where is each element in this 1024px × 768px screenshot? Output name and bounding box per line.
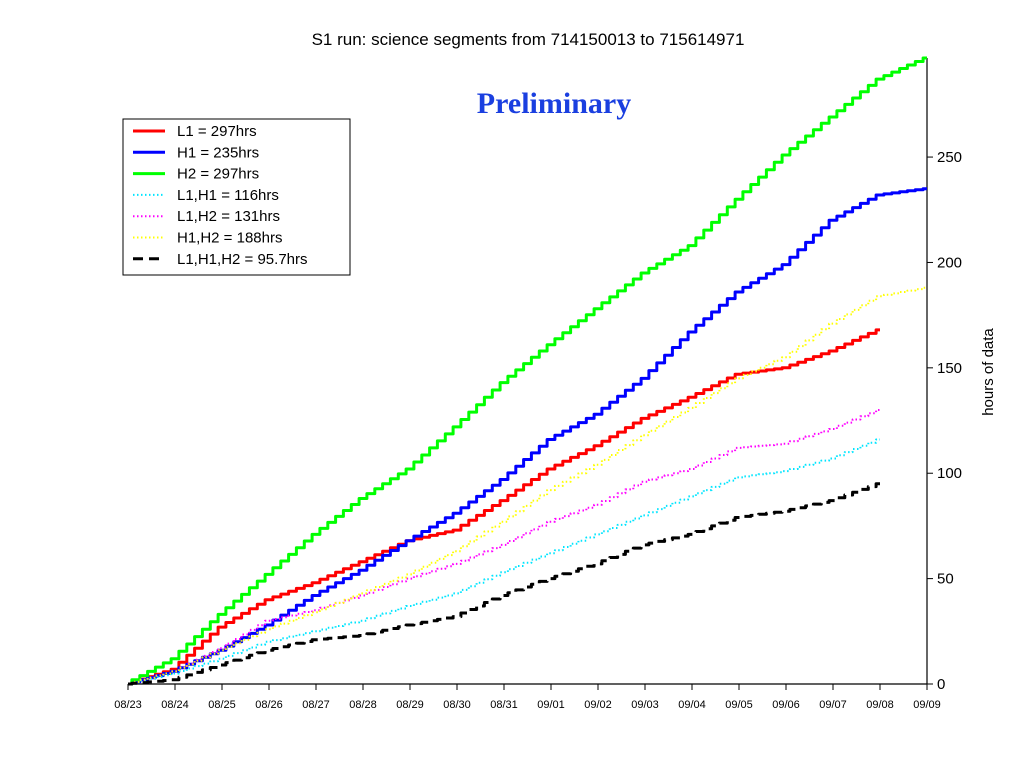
legend-label: L1,H1 = 116hrs bbox=[177, 187, 279, 204]
series-line bbox=[128, 328, 880, 686]
legend: L1 = 297hrs H1 = 235hrs H2 = 297hrs L1,H1 =… bbox=[122, 118, 351, 276]
x-tick-label: 09/07 bbox=[819, 699, 847, 711]
series-line bbox=[128, 187, 927, 686]
legend-box bbox=[122, 118, 351, 276]
legend-label: L1 = 297hrs bbox=[177, 123, 257, 140]
x-tick-label: 09/01 bbox=[537, 699, 565, 711]
x-tick-label: 08/27 bbox=[302, 699, 330, 711]
series-line bbox=[128, 286, 927, 685]
x-tick-label: 09/02 bbox=[584, 699, 612, 711]
x-tick-label: 08/24 bbox=[161, 699, 189, 711]
series-line bbox=[128, 438, 880, 685]
legend-label: H1 = 235hrs bbox=[177, 144, 259, 161]
x-tick-label: 09/09 bbox=[913, 699, 941, 711]
preliminary-annotation: Preliminary bbox=[477, 87, 631, 120]
plot-frame bbox=[128, 58, 928, 685]
legend-label: H1,H2 = 188hrs bbox=[177, 230, 282, 247]
legend-label: H2 = 297hrs bbox=[177, 166, 259, 183]
y-tick-label: 150 bbox=[937, 360, 962, 377]
x-tick-label: 09/04 bbox=[678, 699, 706, 711]
x-tick-label: 08/25 bbox=[208, 699, 236, 711]
x-tick-label: 08/23 bbox=[114, 699, 142, 711]
y-tick-label: 250 bbox=[937, 149, 962, 166]
x-tick-label: 09/08 bbox=[866, 699, 894, 711]
y-tick-label: 200 bbox=[937, 254, 962, 271]
y-tick-label: 50 bbox=[937, 571, 954, 588]
legend-label: L1,H1,H2 = 95.7hrs bbox=[177, 251, 308, 268]
series-line bbox=[128, 409, 880, 685]
x-tick-label: 08/31 bbox=[490, 699, 518, 711]
x-tick-label: 09/06 bbox=[772, 699, 800, 711]
x-tick-label: 08/30 bbox=[443, 699, 471, 711]
series-line bbox=[128, 56, 927, 686]
y-tick-label: 100 bbox=[937, 465, 962, 482]
series-line bbox=[128, 482, 880, 686]
x-axis: 08/23 08/24 08/25 08/26 08/27 08/28 08/29 08/30… bbox=[114, 684, 941, 711]
legend-label: L1,H2 = 131hrs bbox=[177, 208, 280, 225]
chart-title: S1 run: science segments from 714150013 … bbox=[312, 30, 745, 49]
x-tick-label: 08/29 bbox=[396, 699, 424, 711]
y-axis: 0 50 100 150 200 250 bbox=[927, 149, 962, 693]
series-group bbox=[128, 56, 927, 686]
x-tick-label: 09/05 bbox=[725, 699, 753, 711]
x-tick-label: 09/03 bbox=[631, 699, 659, 711]
x-tick-label: 08/26 bbox=[255, 699, 283, 711]
y-axis-label: hours of data bbox=[980, 328, 997, 416]
y-tick-label: 0 bbox=[937, 676, 945, 693]
x-tick-label: 08/28 bbox=[349, 699, 377, 711]
